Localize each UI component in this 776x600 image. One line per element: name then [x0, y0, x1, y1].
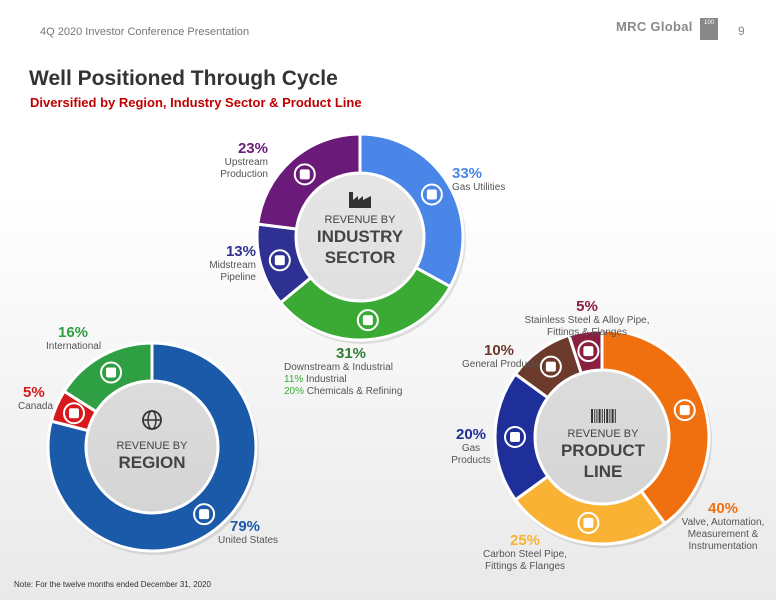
industry-center-line2: INDUSTRY — [316, 227, 404, 246]
midstream-line1: Midstream — [209, 260, 256, 271]
valve-line3: Instrumentation — [688, 541, 758, 552]
refinery-icon — [356, 309, 379, 332]
valve-icon — [673, 399, 696, 422]
region-center-label: REVENUE BY REGION — [102, 440, 202, 473]
fitting-icon — [577, 340, 600, 363]
label-general: 10% General Products — [462, 342, 540, 371]
chemicals-pct: 20% — [284, 386, 305, 397]
brand-logo: MRC Global — [616, 19, 693, 34]
label-downstream: 31% Downstream & Industrial 11% Industri… — [284, 345, 402, 398]
gas-products-line2: Products — [451, 455, 491, 466]
label-gas-utilities: 33% Gas Utilities — [452, 165, 505, 194]
canada-pct: 5% — [23, 384, 45, 401]
region-center-line2: REGION — [118, 453, 186, 472]
label-canada: 5% Canada — [18, 384, 53, 413]
general-pct: 10% — [484, 342, 515, 359]
oil-rig-icon — [293, 163, 316, 186]
upstream-pct: 23% — [237, 140, 268, 157]
maple-leaf-icon — [62, 402, 85, 425]
donut-slice-downstream-industrial — [278, 265, 453, 342]
united-states-pct: 79% — [230, 518, 261, 535]
gas-products-line1: Gas — [461, 443, 481, 454]
industrial-pct: 11% — [284, 374, 304, 385]
page-number: 9 — [738, 24, 745, 38]
donut-slice-upstream-production — [256, 132, 362, 231]
valve-line1: Valve, Automation, — [681, 517, 765, 528]
label-international: 16% International — [46, 324, 101, 353]
region-center-line1: REVENUE BY — [116, 440, 188, 452]
presentation-title: 4Q 2020 Investor Conference Presentation — [40, 26, 250, 38]
label-carbon-steel: 25% Carbon Steel Pipe, Fittings & Flange… — [470, 532, 580, 573]
industrial-text: Industrial — [303, 374, 347, 385]
downstream-text: Downstream & Industrial — [284, 362, 393, 373]
product-center-line2: PRODUCT — [560, 441, 646, 460]
carbon-pct: 25% — [509, 532, 541, 549]
upstream-line1: Upstream — [224, 157, 268, 168]
centennial-badge: 100 — [700, 18, 718, 40]
stainless-line1: Stainless Steel & Alloy Pipe, — [524, 315, 650, 326]
product-center-label: REVENUE BY PRODUCT LINE — [553, 428, 653, 482]
midstream-pct: 13% — [225, 243, 256, 260]
label-upstream: 23% Upstream Production — [206, 140, 268, 181]
product-center-line1: REVENUE BY — [567, 428, 639, 440]
slide-subtitle: Diversified by Region, Industry Sector &… — [30, 95, 362, 110]
united-states-text: United States — [218, 535, 279, 546]
label-valve: 40% Valve, Automation, Measurement & Ins… — [678, 500, 768, 553]
gas-utilities-text: Gas Utilities — [452, 182, 506, 193]
usa-map-icon — [193, 503, 216, 526]
stainless-line2: Fittings & Flanges — [546, 327, 628, 338]
slide-title: Well Positioned Through Cycle — [29, 67, 338, 90]
upstream-line2: Production — [220, 169, 268, 180]
label-midstream: 13% Midstream Pipeline — [198, 243, 256, 284]
donut-slice-gas-utilities — [358, 132, 465, 289]
international-text: International — [46, 341, 102, 352]
international-pct: 16% — [58, 324, 89, 341]
carbon-line1: Carbon Steel Pipe, — [483, 549, 567, 560]
factory-icon — [349, 192, 371, 208]
midstream-line2: Pipeline — [220, 272, 256, 283]
industry-center-line1: REVENUE BY — [324, 214, 396, 226]
canada-text: Canada — [18, 401, 54, 412]
donut-slice-united-states — [46, 341, 258, 553]
carbon-line2: Fittings & Flanges — [484, 561, 566, 572]
gas-utilities-pct: 33% — [452, 165, 483, 182]
product-center-line3: LINE — [583, 462, 623, 481]
label-united-states: 79% United States — [218, 518, 278, 547]
label-gas-products: 20% Gas Products — [450, 426, 492, 467]
pipe-roll-icon — [539, 355, 562, 378]
world-map-icon — [100, 361, 123, 384]
gas-meter-icon — [504, 426, 526, 448]
donut-slice-valve-automation-measurement-instrumentation — [600, 328, 711, 526]
chemicals-text: Chemicals & Refining — [304, 386, 403, 397]
stainless-pct: 5% — [576, 298, 598, 315]
footnote: Note: For the twelve months ended Decemb… — [14, 580, 211, 589]
globe-icon — [142, 410, 162, 430]
label-stainless: 5% Stainless Steel & Alloy Pipe, Fitting… — [522, 298, 652, 339]
flame-icon — [420, 183, 443, 206]
pipeline-icon — [268, 249, 291, 272]
barcode-icon — [591, 409, 616, 423]
valve-line2: Measurement & — [687, 529, 759, 540]
gas-products-pct: 20% — [455, 426, 487, 443]
downstream-pct: 31% — [336, 345, 367, 362]
valve-pct: 40% — [707, 500, 739, 517]
general-text: General Products — [462, 359, 540, 370]
industry-center-line3: SECTOR — [324, 248, 396, 267]
industry-center-label: REVENUE BY INDUSTRY SECTOR — [310, 214, 410, 268]
flange-icon — [577, 511, 600, 534]
